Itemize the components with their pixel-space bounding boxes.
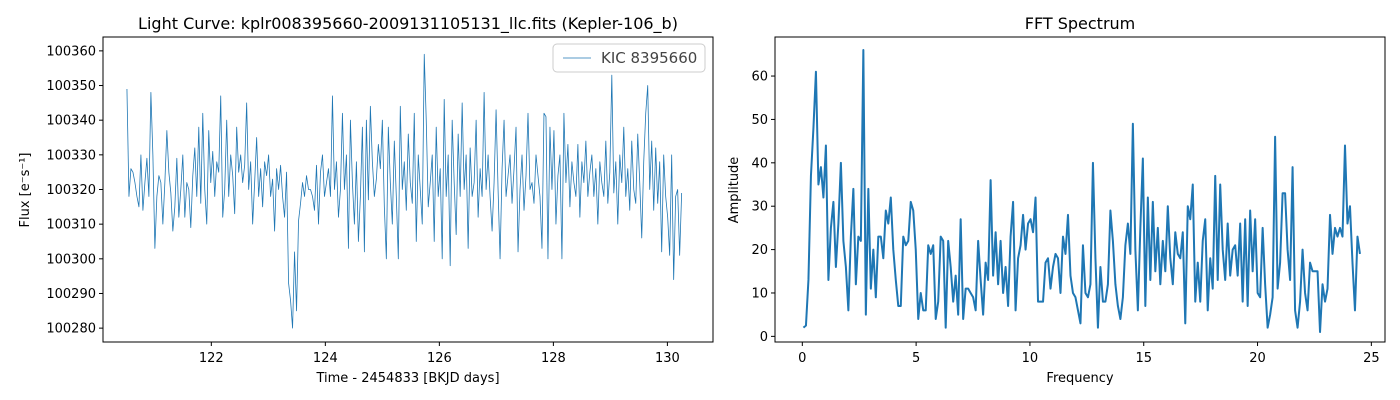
light-curve-y-ticks: 100280 100290 100300 100310 100320 100330 1003… bbox=[46, 44, 103, 337]
x-tick-label: 25 bbox=[1363, 351, 1380, 366]
fft-x-axis-label: Frequency bbox=[1046, 371, 1113, 386]
fft-y-axis-label: Amplitude bbox=[727, 157, 742, 224]
y-tick-label: 60 bbox=[751, 70, 768, 85]
fft-x-ticks: 0 5 10 15 20 25 bbox=[798, 342, 1380, 366]
y-tick-label: 100310 bbox=[46, 218, 96, 233]
light-curve-series-line bbox=[126, 53, 683, 329]
x-tick-label: 128 bbox=[541, 351, 566, 366]
y-tick-label: 100360 bbox=[46, 44, 96, 59]
y-tick-label: 10 bbox=[751, 286, 768, 301]
light-curve-chart: Light Curve: kplr008395660-2009131105131… bbox=[18, 14, 714, 386]
y-tick-label: 100300 bbox=[46, 252, 96, 267]
x-tick-label: 122 bbox=[199, 351, 224, 366]
legend-box bbox=[552, 43, 706, 73]
x-tick-label: 5 bbox=[912, 351, 920, 366]
x-tick-label: 0 bbox=[798, 351, 806, 366]
fft-axes-frame bbox=[774, 36, 1386, 343]
fft-title: FFT Spectrum bbox=[1025, 14, 1136, 33]
light-curve-y-axis-label: Flux [e⁻s⁻¹] bbox=[18, 152, 33, 227]
light-curve-x-axis-label: Time - 2454833 [BKJD days] bbox=[315, 371, 499, 386]
light-curve-title: Light Curve: kplr008395660-2009131105131… bbox=[138, 14, 678, 34]
light-curve-axes-frame bbox=[102, 36, 714, 343]
y-tick-label: 100340 bbox=[46, 114, 96, 129]
x-tick-label: 124 bbox=[313, 351, 338, 366]
x-tick-label: 20 bbox=[1249, 351, 1266, 366]
legend-entry-label: KIC 8395660 bbox=[601, 49, 697, 67]
x-tick-label: 15 bbox=[1135, 351, 1152, 366]
y-tick-label: 100350 bbox=[46, 79, 96, 94]
y-tick-label: 0 bbox=[760, 330, 768, 345]
y-tick-label: 50 bbox=[751, 113, 768, 128]
y-tick-label: 100320 bbox=[46, 183, 96, 198]
fft-spectrum-chart: FFT Spectrum 0 10 20 30 40 50 60 0 5 10 15 20 25 Fr… bbox=[727, 14, 1386, 386]
light-curve-legend: KIC 8395660 bbox=[552, 43, 706, 73]
y-tick-label: 100280 bbox=[46, 322, 96, 337]
x-tick-label: 130 bbox=[655, 351, 680, 366]
fft-y-ticks: 0 10 20 30 40 50 60 bbox=[751, 70, 775, 345]
fft-series-line bbox=[802, 49, 1361, 334]
x-tick-label: 10 bbox=[1022, 351, 1039, 366]
y-tick-label: 100330 bbox=[46, 148, 96, 163]
light-curve-x-ticks: 122 124 126 128 130 bbox=[199, 342, 680, 366]
y-tick-label: 30 bbox=[751, 200, 768, 215]
y-tick-label: 100290 bbox=[46, 287, 96, 302]
y-tick-label: 20 bbox=[751, 243, 768, 258]
y-tick-label: 40 bbox=[751, 156, 768, 171]
x-tick-label: 126 bbox=[427, 351, 452, 366]
